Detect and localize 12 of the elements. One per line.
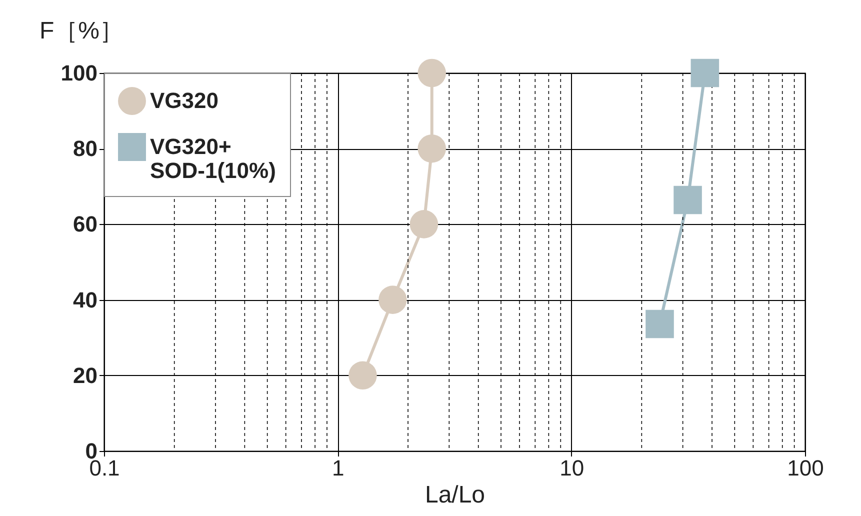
x-tick-label: 10 xyxy=(560,456,584,480)
x-tick-label: 100 xyxy=(787,456,824,480)
legend-label: VG320 xyxy=(150,88,218,113)
legend-label: VG320+SOD-1(10%) xyxy=(150,134,276,183)
y-tick-label: 80 xyxy=(73,136,98,162)
y-axis-title: F［%］ xyxy=(40,18,124,44)
x-tick-label: 1 xyxy=(332,456,344,480)
y-tick-label: 20 xyxy=(73,362,98,388)
x-axis-title: La/Lo xyxy=(424,482,486,508)
y-tick-label: 40 xyxy=(73,287,98,312)
y-tick-label: 100 xyxy=(60,60,98,86)
y-tick-label: 60 xyxy=(73,212,98,237)
